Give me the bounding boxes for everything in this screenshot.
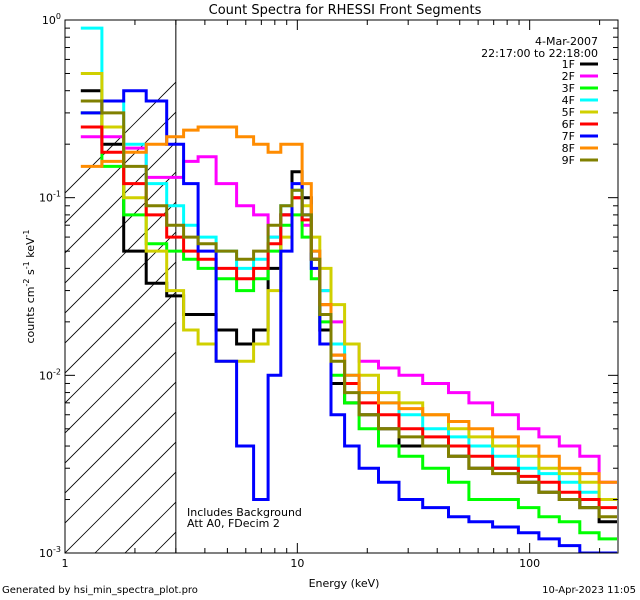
hatch-line [635, 20, 640, 553]
plot-frame [64, 19, 619, 554]
hatch-line [65, 321, 176, 434]
legend-label-7F: 7F [562, 130, 575, 143]
y-tick-label: 10-1 [39, 190, 61, 205]
legend-label-4F: 4F [562, 94, 575, 107]
hatch-line [65, 111, 176, 224]
hatch-line [65, 261, 176, 374]
hatch-line [65, 231, 176, 344]
hatch-line [65, 81, 176, 194]
hatch-line [65, 291, 176, 404]
axes: 1 10 100 10-3 10-2 10-1 100 [39, 12, 618, 570]
legend-label-5F: 5F [562, 106, 575, 119]
series-2F [80, 135, 617, 484]
y-axis-label: counts cm-2 s-1 keV-1 [22, 230, 37, 344]
x-axis-label: Energy (keV) [309, 577, 380, 590]
hatch-line [65, 411, 176, 524]
annotation-attenuator: Att A0, FDecim 2 [187, 517, 280, 530]
x-tick-label: 1 [62, 557, 69, 570]
header-date: 4-Mar-2007 [535, 35, 598, 48]
hatched-region [65, 20, 640, 553]
legend-label-9F: 9F [562, 154, 575, 167]
y-tick-label: 10-2 [39, 367, 61, 382]
hatch-line [605, 20, 640, 553]
x-tick-label: 100 [519, 557, 540, 570]
legend-label-3F: 3F [562, 82, 575, 95]
legend-label-1F: 1F [562, 58, 575, 71]
legend-label-6F: 6F [562, 118, 575, 131]
legend-label-8F: 8F [562, 142, 575, 155]
annotation-background: Includes Background [187, 506, 302, 519]
series-9F [80, 99, 617, 519]
chart-title: Count Spectra for RHESSI Front Segments [209, 3, 482, 18]
x-tick-label: 10 [290, 557, 304, 570]
y-axis-label-text: counts cm-2 s-1 keV-1 [22, 230, 37, 344]
footer-date: 10-Apr-2023 11:05 [542, 585, 636, 596]
y-tick-label: 100 [42, 12, 61, 27]
hatch-line [65, 381, 176, 494]
legend-label-2F: 2F [562, 70, 575, 83]
footer-generated-by: Generated by hsi_min_spectra_plot.pro [2, 585, 198, 596]
series-5F [80, 72, 617, 501]
series-8F [80, 125, 617, 484]
series-group [80, 26, 617, 553]
y-tick-label: 10-3 [39, 545, 61, 560]
hatch-line [425, 20, 640, 553]
hatch-line [65, 441, 176, 553]
hatch-line [65, 201, 176, 314]
header-time: 22:17:00 to 22:18:00 [481, 47, 598, 60]
